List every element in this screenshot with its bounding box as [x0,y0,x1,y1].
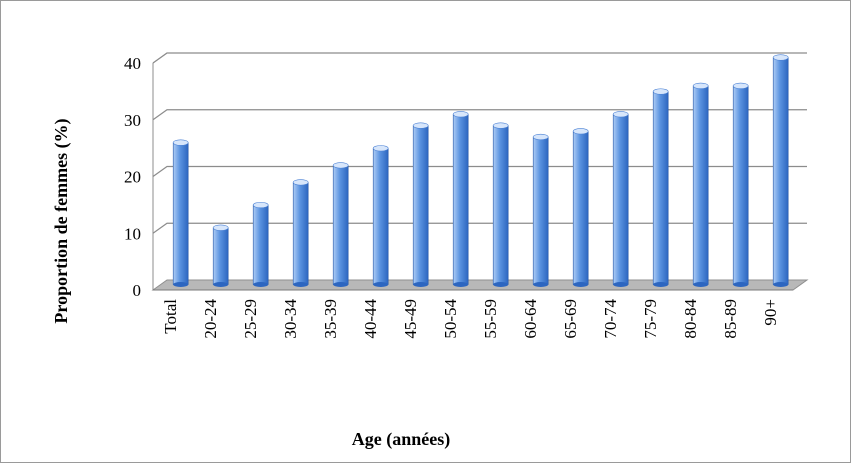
bar [532,133,549,287]
bar [252,201,269,287]
bar [452,111,469,287]
x-tick-label: 85-89 [721,299,740,339]
bar [492,122,509,287]
x-tick-label: 45-49 [401,299,420,339]
bar [732,82,749,287]
bars [172,54,789,287]
bar [172,139,189,287]
y-tick-label: 40 [124,54,141,73]
x-tick-label: 55-59 [481,299,500,339]
floor-plane [151,279,809,291]
bar [332,162,349,287]
x-tick-label: 20-24 [201,299,220,339]
bar [652,88,669,287]
x-tick-label: 30-34 [281,299,300,339]
y-axis-title: Proportion de femmes (%) [51,118,72,323]
y-tick-label: 20 [124,168,141,187]
gridline [152,109,807,121]
bar [612,111,629,287]
y-tick-label: 0 [133,281,142,300]
x-tick-label: Total [161,299,180,334]
x-tick-label: 65-69 [561,299,580,339]
gridline [152,222,807,234]
x-tick-label: 25-29 [241,299,260,339]
bar [572,128,589,287]
y-axis-ticks: 0 10 20 30 40 [124,54,141,300]
bar [372,145,389,287]
bar [212,224,229,287]
x-tick-label: 50-54 [441,299,460,339]
plot-floor [151,279,809,291]
bar [292,179,309,287]
x-tick-label: 80-84 [681,299,700,339]
bar [692,82,709,287]
bar [772,54,789,287]
bar [412,122,429,287]
x-axis-title: Age (années) [352,429,450,450]
y-tick-label: 10 [124,224,141,243]
x-tick-label: 90+ [761,299,780,326]
x-tick-label: 70-74 [601,299,620,339]
gridlines [152,52,807,234]
x-tick-label: 60-64 [521,299,540,339]
x-tick-label: 35-39 [321,299,340,339]
gridline [152,52,807,64]
x-axis-ticks: Total 20-24 25-29 30-34 35-39 40-44 45-49 50-54… [161,299,780,339]
plot-back-wall [152,52,807,290]
gridline [152,165,807,177]
y-tick-label: 30 [124,111,141,130]
x-tick-label: 75-79 [641,299,660,339]
x-tick-label: 40-44 [361,299,380,339]
